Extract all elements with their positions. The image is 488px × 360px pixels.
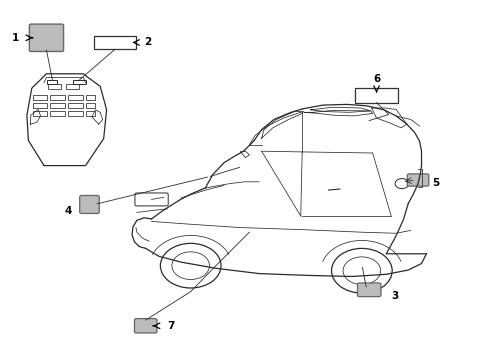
Bar: [86, 95, 95, 100]
Text: 6: 6: [372, 73, 379, 84]
Bar: [73, 80, 86, 84]
Bar: [68, 111, 82, 116]
FancyBboxPatch shape: [407, 174, 428, 186]
Bar: [86, 103, 95, 108]
Bar: [94, 36, 135, 49]
FancyBboxPatch shape: [135, 193, 168, 206]
Bar: [68, 103, 82, 108]
Bar: [50, 95, 65, 100]
Text: 3: 3: [390, 291, 398, 301]
Bar: [50, 103, 65, 108]
FancyBboxPatch shape: [357, 283, 380, 297]
FancyBboxPatch shape: [80, 195, 99, 213]
Bar: [33, 103, 47, 108]
Bar: [354, 88, 397, 103]
Text: 2: 2: [144, 37, 151, 48]
Bar: [33, 95, 47, 100]
Bar: [47, 80, 57, 84]
Bar: [66, 84, 79, 89]
FancyBboxPatch shape: [134, 319, 157, 333]
Text: 7: 7: [167, 321, 175, 331]
Bar: [50, 111, 65, 116]
Bar: [86, 111, 95, 116]
Text: 1: 1: [12, 33, 20, 43]
Bar: [33, 111, 47, 116]
Text: 5: 5: [431, 178, 438, 188]
Bar: [68, 95, 82, 100]
Text: 4: 4: [65, 206, 72, 216]
FancyBboxPatch shape: [29, 24, 63, 51]
Bar: [48, 84, 61, 89]
